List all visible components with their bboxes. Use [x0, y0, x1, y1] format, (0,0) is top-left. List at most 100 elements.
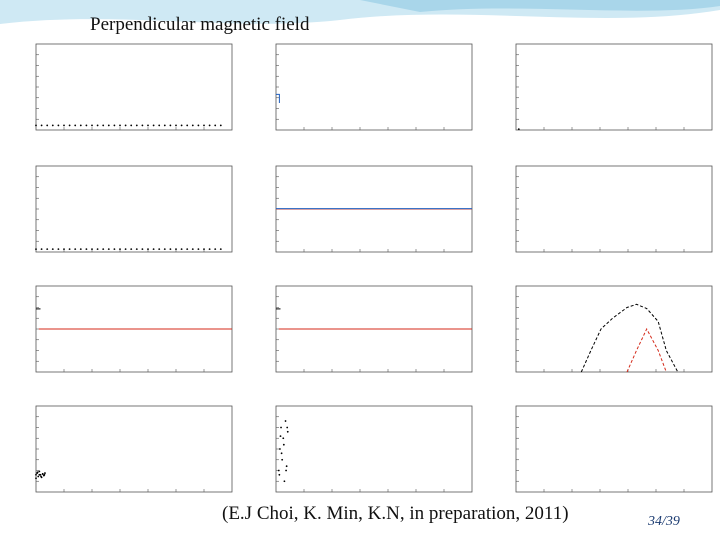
data-point: [214, 124, 217, 127]
data-point: [35, 477, 37, 480]
data-point: [113, 124, 116, 127]
panel-r2c1: [35, 165, 233, 253]
data-point: [46, 248, 49, 251]
data-point: [41, 473, 44, 475]
data-point: [277, 469, 280, 472]
data-point: [280, 426, 282, 429]
data-point: [107, 124, 110, 127]
axes-frame: [35, 43, 233, 131]
banner-wave-accent: [360, 0, 720, 12]
data-point: [85, 124, 88, 127]
data-point: [280, 452, 283, 455]
panel-r3c2: [275, 285, 473, 373]
data-point: [517, 128, 520, 131]
panel-r3c1: [35, 285, 233, 373]
data-point: [107, 248, 110, 251]
axes-frame: [35, 165, 233, 253]
data-point: [191, 248, 194, 251]
panel-r4c1: [35, 405, 233, 493]
simulation-figure: [0, 28, 720, 500]
data-point: [279, 435, 282, 437]
axes-frame: [515, 165, 713, 253]
data-point: [158, 124, 161, 127]
data-point: [279, 448, 281, 450]
data-point: [203, 248, 205, 251]
data-point: [79, 124, 82, 127]
page-total: 39: [665, 514, 680, 529]
data-point: [68, 124, 71, 127]
data-point: [51, 124, 54, 127]
plot-area: [35, 405, 233, 493]
plot-area: [275, 285, 473, 373]
data-point: [38, 473, 41, 476]
data-point: [285, 469, 287, 472]
data-point: [40, 124, 43, 127]
data-point: [219, 248, 222, 251]
panel-r2c2: [275, 165, 473, 253]
data-point: [141, 248, 144, 251]
panel-r4c2: [275, 405, 473, 493]
data-point: [191, 124, 194, 127]
axes-frame: [515, 405, 713, 493]
data-point: [68, 248, 71, 251]
axes-frame: [275, 405, 473, 493]
data-point: [169, 124, 172, 127]
axes-frame: [275, 43, 473, 131]
panel-r1c2: [275, 43, 473, 131]
data-point: [113, 248, 116, 251]
data-point: [35, 248, 37, 251]
panel-r1c3: [515, 43, 713, 131]
axes-frame: [515, 285, 713, 373]
data-point: [91, 248, 93, 251]
data-point: [74, 248, 77, 251]
slide-title: Perpendicular magnetic field: [90, 14, 310, 35]
plot-area: [515, 165, 713, 253]
data-point: [180, 248, 183, 251]
data-point: [286, 426, 289, 429]
data-point: [44, 472, 46, 474]
data-point: [135, 248, 138, 251]
panel-r1c1: [35, 43, 233, 131]
data-point: [163, 124, 166, 127]
data-point: [186, 248, 189, 251]
data-point: [147, 248, 149, 251]
data-point: [278, 473, 281, 476]
data-point: [197, 124, 200, 127]
data-point: [51, 248, 54, 251]
data-point: [282, 437, 285, 440]
data-point: [79, 248, 82, 251]
data-point: [130, 248, 133, 251]
data-point: [282, 443, 285, 446]
data-point: [124, 124, 127, 127]
data-point: [63, 124, 65, 127]
data-point: [208, 124, 211, 127]
panel-r3c3: [515, 285, 713, 373]
data-point: [40, 475, 42, 478]
data-point: [284, 420, 287, 422]
page-number: 34/39: [648, 514, 680, 529]
data-point: [57, 248, 60, 251]
title-banner: [0, 0, 720, 24]
plot-area: [515, 405, 713, 493]
data-point: [286, 430, 289, 433]
plot-area: [35, 165, 233, 253]
data-point: [152, 248, 155, 251]
data-point: [35, 473, 37, 476]
data-point: [130, 124, 133, 127]
axes-frame: [515, 43, 713, 131]
data-point: [163, 248, 166, 251]
data-point: [208, 248, 211, 251]
data-point: [63, 248, 65, 251]
page-current: 34: [648, 514, 662, 529]
data-point: [283, 480, 286, 483]
data-point: [147, 124, 149, 127]
plot-area: [275, 43, 473, 131]
data-point: [35, 124, 37, 127]
citation-caption: (E.J Choi, K. Min, K.N, in preparation, …: [222, 503, 569, 524]
data-point: [169, 248, 172, 251]
series-line: [276, 93, 280, 103]
plot-area: [35, 43, 233, 131]
data-point: [96, 248, 99, 251]
data-point: [40, 248, 43, 251]
data-point: [119, 248, 121, 251]
